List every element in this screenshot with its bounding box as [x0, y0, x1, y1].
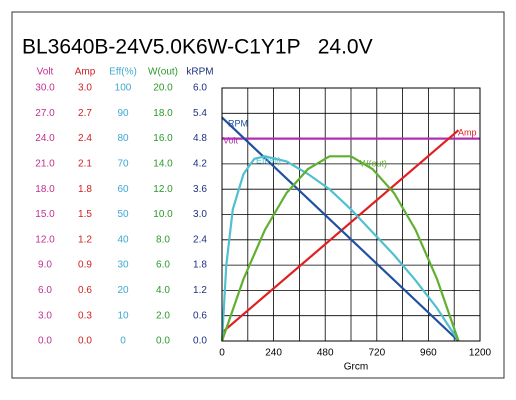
y-axis-label: Volt — [37, 67, 54, 78]
y-tick-label: 2.4 — [78, 133, 92, 144]
y-tick-label: 4.2 — [193, 159, 207, 170]
y-tick-label: 1.2 — [78, 234, 92, 245]
y-tick-label: 0.6 — [78, 285, 92, 296]
y-tick-label: 18.0 — [153, 108, 173, 119]
y-axis-label: kRPM — [186, 67, 213, 78]
series-label: RPM — [228, 118, 248, 128]
y-tick-label: 10 — [117, 310, 129, 321]
y-tick-label: 12.0 — [35, 234, 55, 245]
y-tick-label: 9.0 — [38, 260, 52, 271]
y-tick-label: 90 — [117, 108, 129, 119]
y-tick-label: 80 — [117, 133, 129, 144]
y-tick-label: 0.0 — [193, 336, 207, 347]
frame — [11, 11, 505, 379]
y-tick-label: 3.0 — [193, 209, 207, 220]
y-tick-label: 0.0 — [156, 336, 170, 347]
y-tick-label: 8.0 — [156, 234, 170, 245]
y-tick-label: 10.0 — [153, 209, 173, 220]
y-tick-label: 40 — [117, 234, 129, 245]
y-tick-label: 1.2 — [193, 285, 207, 296]
y-tick-label: 1.8 — [78, 184, 92, 195]
y-tick-label: 24.0 — [35, 133, 55, 144]
y-axis-label: Amp — [75, 67, 96, 78]
y-tick-label: 12.0 — [153, 184, 173, 195]
y-tick-label: 50 — [117, 209, 129, 220]
y-tick-label: 2.4 — [193, 234, 207, 245]
y-tick-label: 2.1 — [78, 159, 92, 170]
x-axis-label: Grcm — [344, 362, 368, 373]
y-tick-label: 3.6 — [193, 184, 207, 195]
y-tick-label: 30.0 — [35, 83, 55, 94]
y-tick-label: 70 — [117, 159, 129, 170]
y-tick-label: 6.0 — [193, 83, 207, 94]
x-tick-label: 1200 — [469, 348, 492, 359]
y-tick-label: 100 — [115, 83, 132, 94]
y-tick-label: 6.0 — [38, 285, 52, 296]
series-line — [221, 116, 460, 342]
x-tick-label: 960 — [420, 348, 437, 359]
y-tick-label: 18.0 — [35, 184, 55, 195]
y-tick-label: 4.8 — [193, 133, 207, 144]
y-tick-label: 2.0 — [156, 310, 170, 321]
x-tick-label: 720 — [368, 348, 385, 359]
y-tick-label: 0.3 — [78, 310, 92, 321]
y-tick-label: 3.0 — [38, 310, 52, 321]
y-tick-label: 0.0 — [38, 336, 52, 347]
y-tick-label: 16.0 — [153, 133, 173, 144]
plot-border — [221, 87, 481, 342]
y-tick-label: 14.0 — [153, 159, 173, 170]
series-label: Volt — [223, 135, 239, 145]
y-tick-label: 3.0 — [78, 83, 92, 94]
series-line — [220, 155, 460, 342]
y-tick-label: 60 — [117, 184, 129, 195]
y-tick-label: 27.0 — [35, 108, 55, 119]
y-tick-label: 0.9 — [78, 260, 92, 271]
y-tick-label: 6.0 — [156, 260, 170, 271]
series-label: Eff(%) — [256, 155, 281, 165]
x-tick-label: 240 — [265, 348, 282, 359]
x-tick-label: 0 — [219, 348, 225, 359]
series-line — [221, 129, 460, 334]
series-label: W(out) — [360, 158, 387, 168]
y-tick-label: 4.0 — [156, 285, 170, 296]
y-tick-label: 2.7 — [78, 108, 92, 119]
y-tick-label: 20.0 — [153, 83, 173, 94]
y-tick-label: 21.0 — [35, 159, 55, 170]
y-tick-label: 15.0 — [35, 209, 55, 220]
y-axis-label: Eff(%) — [109, 67, 137, 78]
y-tick-label: 0.0 — [78, 336, 92, 347]
y-tick-label: 20 — [117, 285, 129, 296]
y-tick-label: 0 — [120, 336, 126, 347]
series-line — [220, 155, 460, 342]
y-axis-label: W(out) — [148, 67, 178, 78]
y-tick-label: 1.8 — [193, 260, 207, 271]
y-tick-label: 1.5 — [78, 209, 92, 220]
chart-title: BL3640B-24V5.0K6W-C1Y1P 24.0V — [22, 36, 373, 59]
y-tick-label: 0.6 — [193, 310, 207, 321]
y-tick-label: 5.4 — [193, 108, 207, 119]
series-label: Amp — [458, 127, 477, 137]
x-tick-label: 480 — [317, 348, 334, 359]
y-tick-label: 30 — [117, 260, 129, 271]
